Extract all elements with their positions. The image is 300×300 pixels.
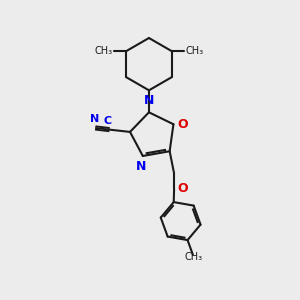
Text: O: O xyxy=(178,118,188,131)
Text: CH₃: CH₃ xyxy=(184,252,202,262)
Text: N: N xyxy=(136,160,146,172)
Text: O: O xyxy=(178,182,188,196)
Text: N: N xyxy=(90,115,100,124)
Text: C: C xyxy=(104,116,112,126)
Text: N: N xyxy=(144,94,154,107)
Text: CH₃: CH₃ xyxy=(94,46,112,56)
Text: CH₃: CH₃ xyxy=(185,46,203,56)
